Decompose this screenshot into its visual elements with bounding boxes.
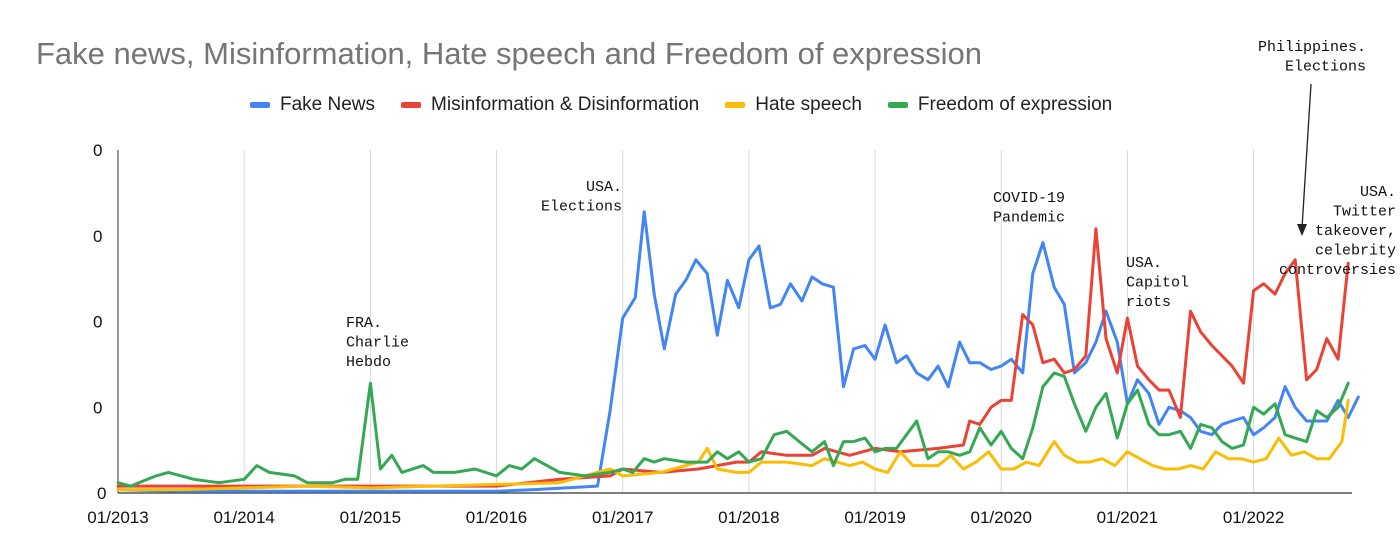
- series-line-1: [116, 227, 1350, 488]
- x-tick-label: 01/2018: [718, 508, 779, 527]
- annotation: FRA. Charlie Hebdo: [346, 315, 409, 371]
- annotation: USA. Elections: [541, 179, 622, 216]
- chart-title: Fake news, Misinformation, Hate speech a…: [36, 36, 982, 71]
- y-tick-label: 0: [93, 398, 102, 417]
- legend-label: Fake News: [280, 94, 376, 115]
- series-line-0: [116, 210, 1360, 493]
- legend: Fake News Misinformation & Disinformatio…: [250, 94, 1112, 116]
- legend-swatch: [725, 102, 746, 108]
- legend-label: Misinformation & Disinformation: [431, 94, 700, 115]
- x-tick-label: 01/2016: [466, 508, 527, 527]
- legend-item-misinformation[interactable]: Misinformation & Disinformation: [401, 94, 699, 116]
- x-tick-label: 01/2015: [340, 508, 401, 527]
- legend-swatch: [250, 102, 270, 108]
- legend-label: Freedom of expression: [917, 94, 1113, 115]
- y-tick-label: 0: [97, 484, 106, 503]
- series-line-3: [116, 371, 1350, 488]
- legend-item-freedom-of-expression[interactable]: Freedom of expression: [887, 94, 1113, 116]
- x-tick-label: 01/2017: [592, 508, 653, 527]
- y-tick-label: 0: [93, 227, 102, 246]
- annotation: COVID-19 Pandemic: [993, 190, 1065, 227]
- annotation-arrowhead: [1297, 224, 1307, 236]
- x-tick-label: 01/2014: [213, 508, 274, 527]
- annotation: Philippines. Elections: [1258, 39, 1366, 76]
- y-tick-label: 0: [93, 313, 102, 332]
- annotation-arrow: [1301, 83, 1312, 229]
- x-tick-label: 01/2020: [971, 508, 1032, 527]
- series-line-2: [116, 398, 1350, 492]
- annotation: USA. Capitol riots: [1126, 255, 1189, 311]
- x-tick-label: 01/2021: [1097, 508, 1158, 527]
- x-tick-label: 01/2019: [844, 508, 905, 527]
- annotation: USA. Twitter takeover, celebrity controversi…: [1279, 184, 1396, 279]
- x-tick-label: 01/2013: [87, 508, 148, 527]
- x-tick-label: 01/2022: [1223, 508, 1284, 527]
- legend-swatch: [887, 102, 908, 108]
- legend-item-fake-news[interactable]: Fake News: [250, 94, 375, 116]
- y-tick-label: 0: [93, 141, 102, 160]
- legend-swatch: [401, 102, 422, 108]
- legend-item-hate-speech[interactable]: Hate speech: [725, 94, 862, 116]
- legend-label: Hate speech: [755, 94, 862, 115]
